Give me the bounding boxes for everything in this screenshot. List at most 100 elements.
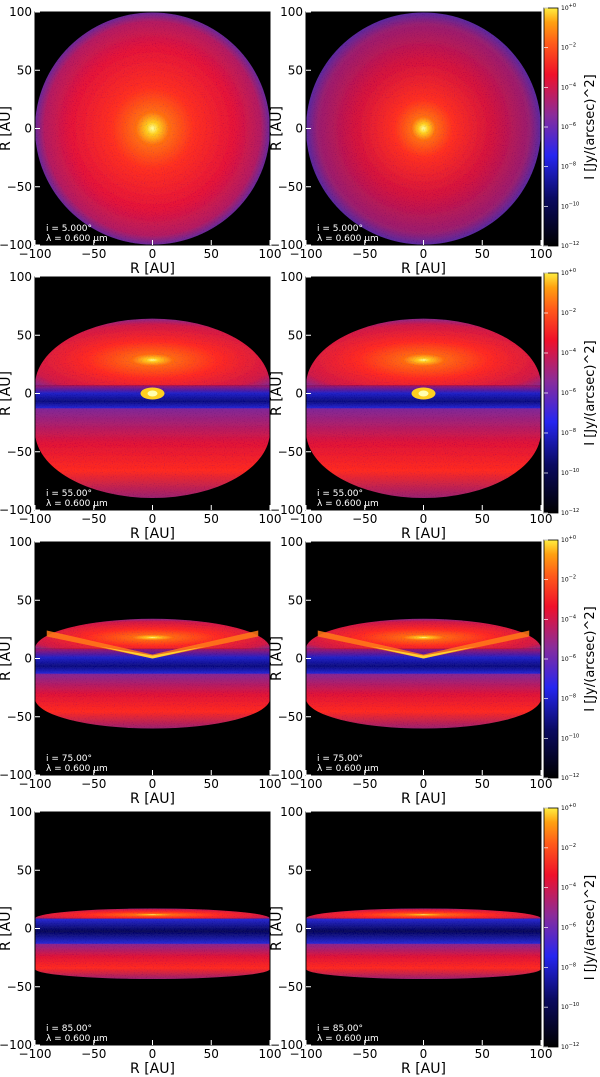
colorbar-tick-label: 10−12: [561, 773, 579, 782]
colorbar-tick-label: 10−4: [561, 614, 576, 623]
x-tick-label: 50: [475, 247, 490, 261]
colorbar-tick-label: 10−6: [561, 923, 576, 932]
x-tick-label: 50: [204, 247, 219, 261]
colorbar-tick-label: 10−8: [561, 694, 576, 703]
panel-0-right: −100 −50 0 50 100 −100 −50 0 50 100 R [AU] R [AU] i …: [269, 5, 552, 277]
x-tick-label: 100: [259, 247, 282, 261]
x-tick-label: 100: [530, 247, 553, 261]
y-tick-label: −100: [0, 503, 32, 517]
colorbar-tick-label: 10−2: [561, 843, 576, 852]
scattered-light-wedge: [317, 630, 530, 659]
x-tick-label: −50: [352, 1047, 377, 1061]
y-tick-label: −100: [270, 503, 303, 517]
colorbar-tick-label: 10−2: [561, 575, 576, 584]
y-tick-label: 100: [9, 5, 32, 19]
scattered-light-core: [370, 646, 477, 659]
panel-0-left: −100 −50 0 50 100 −100 −50 0 50 100 R [AU] R [AU] i …: [0, 5, 281, 277]
y-axis-label: R [AU]: [0, 106, 14, 151]
x-tick-label: −50: [81, 1047, 106, 1061]
disk-lower-surface: [35, 406, 270, 498]
x-tick-label: 0: [420, 1047, 428, 1061]
x-tick-label: 0: [420, 777, 428, 791]
inclination-annotation: i = 55.00°: [317, 489, 363, 499]
x-tick-label: 100: [530, 512, 553, 526]
y-tick-label: 0: [295, 387, 303, 401]
colorbar-tick-label: 10+0: [561, 535, 576, 544]
colorbar-label: I [Jy/(arcsec)^2]: [583, 74, 598, 179]
y-tick-label: 50: [288, 328, 303, 342]
x-tick-label: 0: [149, 777, 157, 791]
x-tick-label: 0: [149, 247, 157, 261]
y-tick-label: 0: [24, 387, 32, 401]
y-tick-label: −100: [270, 238, 303, 252]
inclination-annotation: i = 85.00°: [46, 1024, 92, 1034]
colorbar-3: 10+0 10−2 10−4 10−6 10−8 10−10 10−12 I [Jy/(arc…: [543, 803, 598, 1051]
y-tick-label: 0: [24, 122, 32, 136]
colorbar-tick-label: 10−10: [561, 201, 579, 210]
colorbar-label: I [Jy/(arcsec)^2]: [583, 875, 598, 980]
disk-lower-surface: [306, 941, 541, 980]
disk-image: [35, 908, 270, 980]
x-tick-label: −50: [352, 247, 377, 261]
central-peak: [418, 390, 429, 397]
x-tick-label: −100: [19, 1047, 52, 1061]
y-axis-label: R [AU]: [269, 106, 285, 151]
panel-2-right: −100 −50 0 50 100 −100 −50 0 50 100 R [AU] R [AU] i …: [269, 535, 552, 807]
y-tick-label: 0: [24, 922, 32, 936]
disk-upper-surface: [35, 908, 270, 919]
x-axis-label: R [AU]: [130, 526, 175, 542]
x-tick-label: −50: [352, 777, 377, 791]
disk-upper-surface: [306, 318, 541, 386]
disk-image: [35, 12, 270, 245]
panel-1-right: −100 −50 0 50 100 −100 −50 0 50 100 R [AU] R [AU] i …: [269, 270, 552, 542]
wavelength-annotation: λ = 0.600 μm: [317, 1034, 379, 1044]
x-axis-label: R [AU]: [130, 1061, 175, 1077]
disk-image: [306, 908, 541, 980]
x-tick-label: 100: [259, 777, 282, 791]
y-tick-label: −50: [7, 180, 32, 194]
y-tick-label: −100: [270, 1038, 303, 1052]
scattered-light-wedge: [46, 630, 259, 659]
disk-upper-surface: [306, 908, 541, 919]
x-tick-label: −100: [19, 247, 52, 261]
colorbar-tick-label: 10−10: [561, 733, 579, 742]
y-tick-label: 50: [17, 63, 32, 77]
colorbar-tick-label: 10−12: [561, 241, 579, 250]
panel-2-left: −100 −50 0 50 100 −100 −50 0 50 100 R [AU] R [AU] i …: [0, 535, 281, 807]
wavelength-annotation: λ = 0.600 μm: [317, 234, 379, 244]
y-tick-label: 50: [17, 863, 32, 877]
y-tick-label: 0: [295, 922, 303, 936]
y-tick-label: 50: [288, 863, 303, 877]
y-tick-label: −100: [0, 1038, 32, 1052]
wavelength-annotation: λ = 0.600 μm: [46, 234, 108, 244]
x-tick-label: 50: [204, 512, 219, 526]
y-tick-label: −50: [278, 710, 303, 724]
disk-image: [306, 618, 541, 729]
x-axis-label: R [AU]: [130, 791, 175, 807]
y-tick-label: 100: [280, 535, 303, 549]
x-axis-label: R [AU]: [401, 791, 446, 807]
x-tick-label: −100: [290, 247, 323, 261]
colorbar-tick-label: 10−10: [561, 1002, 579, 1011]
y-tick-label: 100: [9, 805, 32, 819]
y-tick-label: −100: [0, 768, 32, 782]
colorbar-tick-label: 10−4: [561, 883, 576, 892]
x-tick-label: 50: [475, 1047, 490, 1061]
disk-face: [35, 12, 270, 245]
x-tick-label: 0: [420, 247, 428, 261]
x-tick-label: 100: [259, 1047, 282, 1061]
x-axis-label: R [AU]: [401, 526, 446, 542]
colorbar-label: I [Jy/(arcsec)^2]: [583, 606, 598, 711]
y-tick-label: −50: [278, 180, 303, 194]
central-peak: [147, 390, 158, 397]
disk-midplane-band: [35, 648, 270, 674]
disk-midplane-band: [306, 918, 541, 944]
x-tick-label: −100: [19, 512, 52, 526]
wavelength-annotation: λ = 0.600 μm: [46, 1034, 108, 1044]
inclination-annotation: i = 85.00°: [317, 1024, 363, 1034]
y-tick-label: −100: [270, 768, 303, 782]
colorbar-tick-label: 10−12: [561, 508, 579, 517]
x-axis-label: R [AU]: [401, 1061, 446, 1077]
disk-image: [306, 318, 541, 498]
